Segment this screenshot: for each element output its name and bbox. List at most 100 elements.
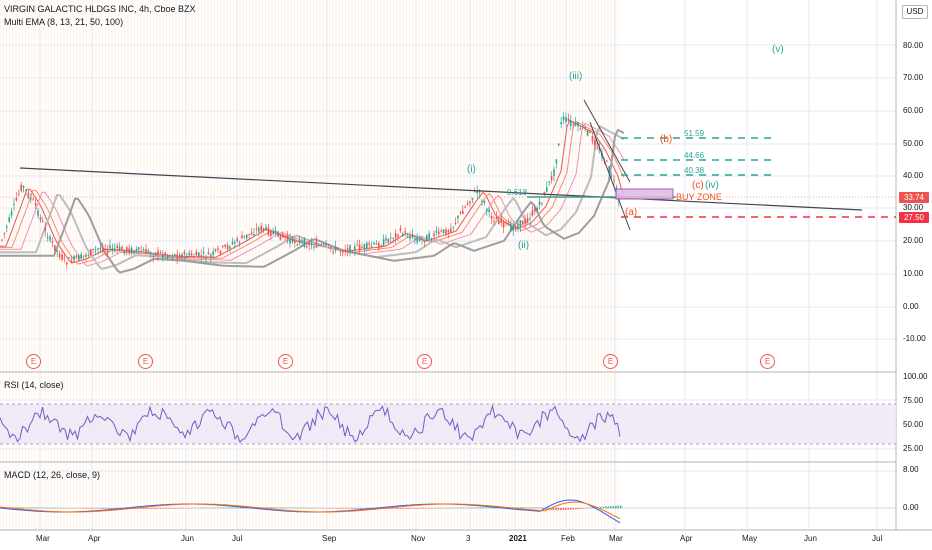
candle-body: [214, 249, 217, 251]
earnings-marker[interactable]: E: [138, 354, 153, 369]
wave-label-c[interactable]: (c): [692, 180, 704, 191]
macd-bar: [530, 507, 532, 509]
candle-body: [486, 209, 488, 212]
candle-body: [315, 241, 318, 248]
price-candles: [1, 112, 620, 270]
macd-bar: [235, 507, 237, 509]
macd-bar: [167, 508, 170, 509]
candle-body: [186, 256, 188, 258]
candle-body: [363, 244, 366, 249]
earnings-marker[interactable]: E: [760, 354, 775, 369]
macd-bar: [392, 508, 395, 509]
earnings-marker[interactable]: E: [278, 354, 293, 369]
candle-body: [474, 191, 476, 193]
wave-label-a[interactable]: (a): [625, 207, 638, 218]
macd-bar: [47, 507, 50, 509]
candle-body: [608, 166, 610, 173]
price-tick: 50.00: [903, 139, 924, 148]
candle-body: [394, 233, 397, 239]
candle-body: [536, 207, 538, 212]
ema-legend[interactable]: Multi EMA (8, 13, 21, 50, 100): [4, 17, 124, 27]
currency-button[interactable]: USD: [902, 5, 928, 19]
candle-body: [346, 248, 349, 253]
macd-bar: [277, 507, 280, 509]
candle-body: [361, 247, 363, 249]
candle-body: [392, 237, 394, 239]
macd-bar: [427, 508, 430, 509]
candle-body: [464, 206, 466, 208]
earnings-marker[interactable]: E: [417, 354, 432, 369]
candle-body: [332, 251, 334, 253]
macd-bar: [542, 508, 545, 509]
candle-body: [471, 197, 474, 200]
macd-bar: [347, 508, 350, 509]
candle-body: [123, 249, 126, 254]
macd-bar: [15, 507, 17, 509]
macd-legend[interactable]: MACD (12, 26, close, 9): [4, 470, 101, 480]
buy-zone-box[interactable]: [615, 188, 674, 200]
macd-bar: [212, 507, 215, 509]
macd-bar: [422, 508, 425, 509]
candle-body: [92, 248, 94, 250]
macd-bar: [150, 508, 152, 509]
rsi-legend[interactable]: RSI (14, close): [4, 380, 64, 390]
wave-label-iii[interactable]: (iii): [569, 71, 583, 82]
macd-bar: [110, 508, 112, 509]
candle-body: [188, 252, 190, 256]
candle-body: [133, 251, 135, 254]
wave-label-v[interactable]: (v): [772, 44, 784, 55]
macd-bar: [405, 508, 407, 509]
macd-bar: [92, 508, 95, 509]
earnings-marker[interactable]: E: [26, 354, 41, 369]
macd-bar: [560, 508, 562, 511]
macd-bar: [362, 508, 365, 509]
candle-body: [20, 184, 22, 192]
time-label: Mar: [609, 534, 623, 543]
macd-bar: [40, 507, 42, 509]
candle-body: [181, 254, 183, 259]
candle-body: [582, 126, 584, 128]
time-label: Apr: [680, 534, 693, 543]
macd-bar: [32, 507, 35, 509]
macd-bar: [227, 507, 230, 509]
candle-body: [320, 244, 322, 246]
candle-body: [493, 220, 495, 222]
fib-label[interactable]: 0.618: [507, 188, 528, 197]
macd-bar: [390, 508, 392, 509]
earnings-marker[interactable]: E: [603, 354, 618, 369]
macd-bar: [17, 507, 20, 509]
candle-body: [272, 232, 274, 235]
macd-bar: [157, 508, 160, 509]
macd-bar: [610, 506, 612, 509]
symbol-title[interactable]: VIRGIN GALACTIC HLDGS INC, 4h, Cboe BZX: [4, 4, 196, 14]
long-trendline[interactable]: [19, 167, 863, 211]
macd-bar: [172, 508, 175, 509]
wave-label-b[interactable]: (b): [660, 134, 673, 145]
wave-label-ii[interactable]: (ii): [518, 240, 530, 251]
candle-body: [433, 233, 435, 237]
target-label-1[interactable]: 51.59: [684, 129, 705, 138]
wave-label-iv[interactable]: (iv): [705, 180, 719, 191]
candle-body: [574, 122, 577, 126]
target-label-3[interactable]: 40.38: [684, 166, 705, 175]
candle-body: [397, 234, 399, 237]
target-price-tag: 27.50: [899, 212, 929, 223]
macd-bar: [237, 507, 240, 509]
macd-bar: [115, 508, 117, 509]
time-label: May: [742, 534, 758, 543]
candle-body: [212, 251, 214, 256]
macd-bar: [415, 508, 417, 509]
wedge-upper-line[interactable]: [583, 99, 631, 183]
macd-bar: [242, 507, 245, 509]
candle-body: [121, 247, 123, 250]
wedge-lower-line[interactable]: [589, 121, 631, 231]
candle-body: [238, 241, 241, 243]
buy-zone-label[interactable]: BUY ZONE: [676, 192, 722, 202]
candle-body: [414, 238, 416, 240]
target-label-2[interactable]: 44.66: [684, 151, 705, 160]
candle-body: [454, 223, 457, 225]
macd-bar: [360, 508, 362, 509]
macd-bar: [82, 508, 85, 509]
wave-label-i[interactable]: (i): [467, 164, 476, 175]
